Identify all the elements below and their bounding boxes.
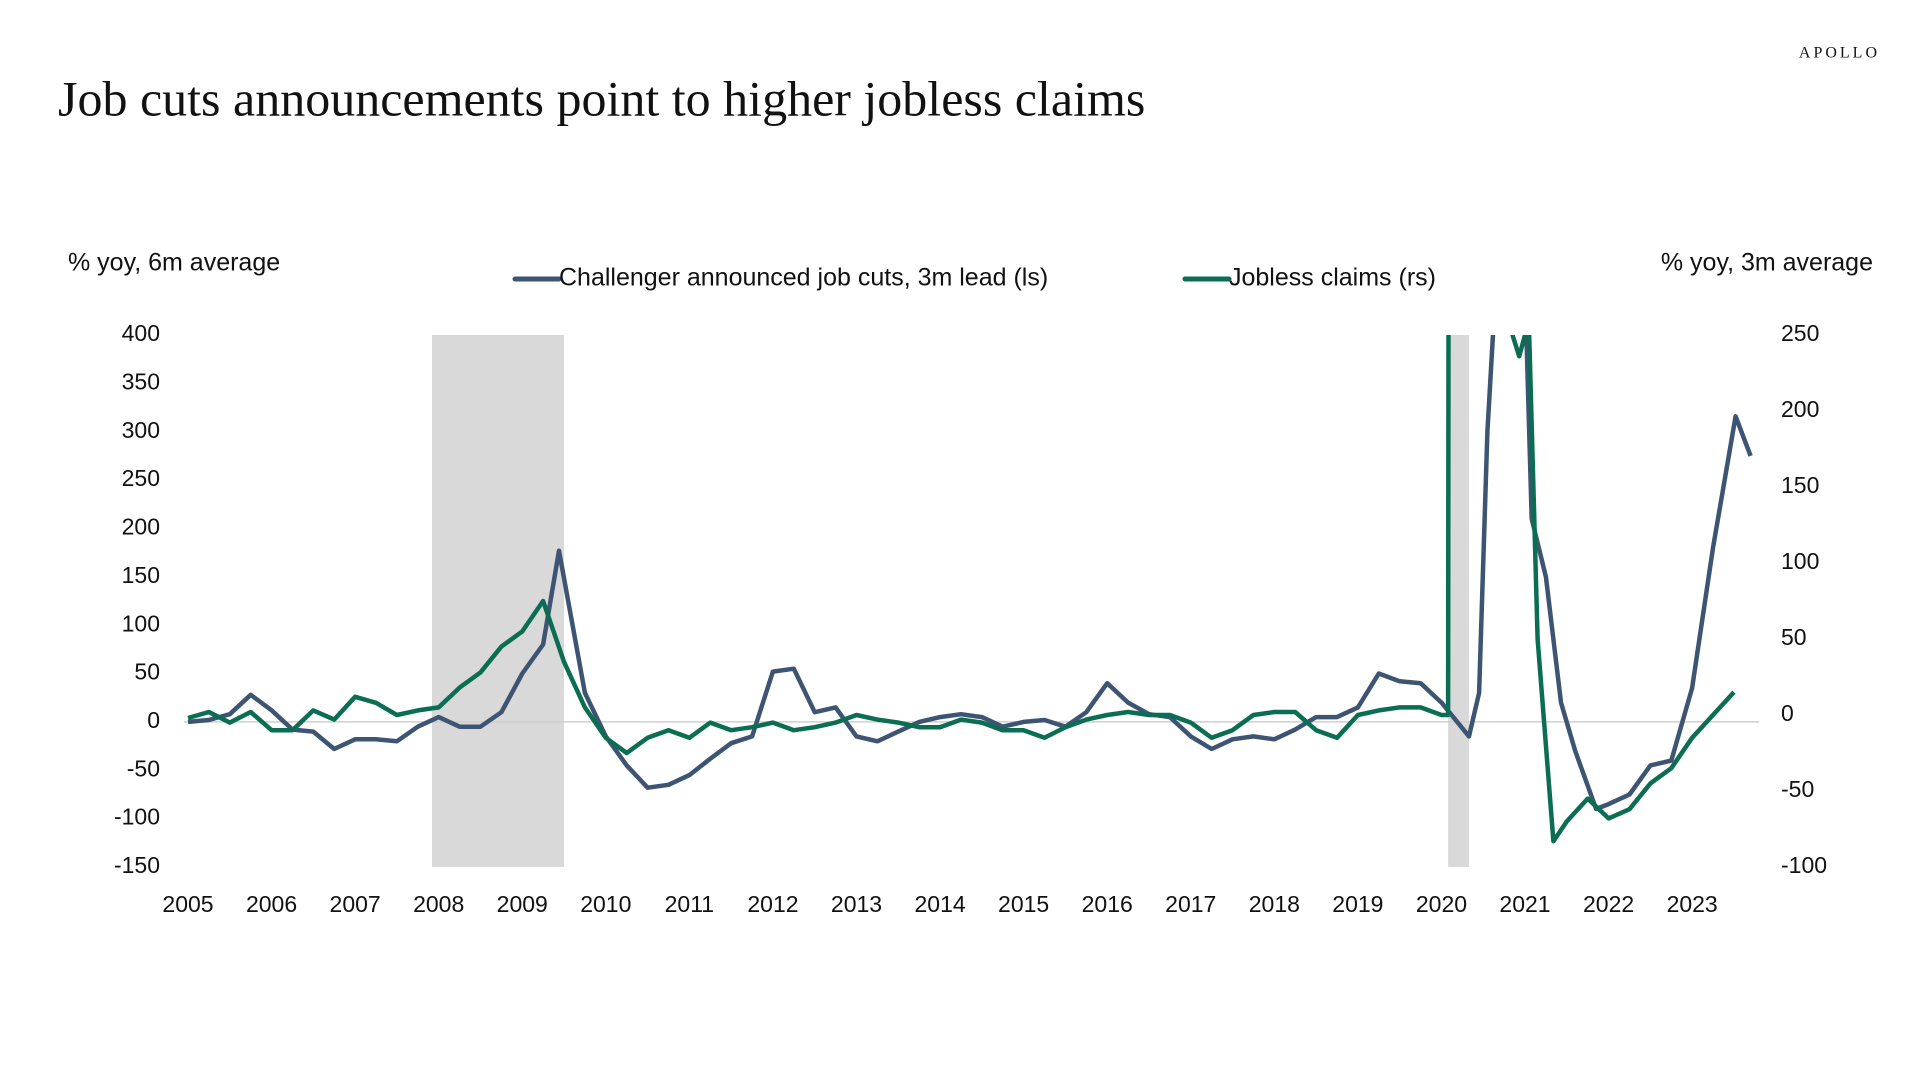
y-tick-label: 150 bbox=[122, 562, 160, 588]
x-tick-label: 2014 bbox=[914, 891, 965, 917]
x-tick-label: 2007 bbox=[330, 891, 381, 917]
x-tick-label: 2013 bbox=[831, 891, 882, 917]
y-tick-label: 50 bbox=[134, 659, 160, 685]
recession-band bbox=[1448, 335, 1470, 867]
x-tick-label: 2016 bbox=[1082, 891, 1133, 917]
plot-area bbox=[187, 335, 1753, 844]
x-tick-label: 2009 bbox=[497, 891, 548, 917]
y-tick-label: 400 bbox=[122, 320, 160, 346]
x-tick-label: 2015 bbox=[998, 891, 1049, 917]
y2-tick-label: 0 bbox=[1781, 700, 1794, 726]
chart-title: Job cuts announcements point to higher j… bbox=[58, 70, 1145, 126]
x-tick-label: 2019 bbox=[1332, 891, 1383, 917]
x-tick-label: 2022 bbox=[1583, 891, 1634, 917]
x-tick-label: 2011 bbox=[665, 891, 714, 917]
brand: APOLLO bbox=[1799, 45, 1880, 62]
x-tick-label: 2023 bbox=[1667, 891, 1718, 917]
x-tick-label: 2008 bbox=[413, 891, 464, 917]
data-line bbox=[187, 335, 1736, 844]
y2-tick-label: 100 bbox=[1781, 548, 1819, 574]
y2-tick-label: -100 bbox=[1781, 852, 1827, 878]
legend-label: Challenger announced job cuts, 3m lead (… bbox=[559, 264, 1048, 292]
y-tick-label: 0 bbox=[147, 707, 160, 733]
x-tick-label: 2012 bbox=[747, 891, 798, 917]
y2-tick-label: -50 bbox=[1781, 776, 1814, 802]
y-tick-label: 250 bbox=[122, 465, 160, 491]
x-tick-label: 2017 bbox=[1165, 891, 1216, 917]
y-tick-label: 200 bbox=[122, 514, 160, 540]
y2-axis-label: % yoy, 3m average bbox=[1661, 249, 1873, 277]
y-tick-label: -150 bbox=[114, 852, 160, 878]
y-tick-label: 100 bbox=[122, 610, 160, 636]
y-axis-label: % yoy, 6m average bbox=[68, 249, 280, 277]
y-tick-label: 300 bbox=[122, 417, 160, 443]
x-tick-label: 2020 bbox=[1416, 891, 1467, 917]
y2-tick-label: 150 bbox=[1781, 472, 1819, 498]
y2-tick-label: 50 bbox=[1781, 624, 1807, 650]
x-tick-label: 2006 bbox=[246, 891, 297, 917]
x-tick-label: 2018 bbox=[1249, 891, 1300, 917]
data-line bbox=[187, 335, 1753, 812]
y2-tick-label: 200 bbox=[1781, 396, 1819, 422]
x-tick-label: 2010 bbox=[580, 891, 631, 917]
y-tick-label: -50 bbox=[127, 755, 160, 781]
y-tick-label: 350 bbox=[122, 368, 160, 394]
x-tick-label: 2021 bbox=[1499, 891, 1550, 917]
x-tick-label: 2005 bbox=[162, 891, 213, 917]
legend-label: Jobless claims (rs) bbox=[1229, 264, 1436, 292]
y2-tick-label: 250 bbox=[1781, 320, 1819, 346]
y-tick-label: -100 bbox=[114, 804, 160, 830]
